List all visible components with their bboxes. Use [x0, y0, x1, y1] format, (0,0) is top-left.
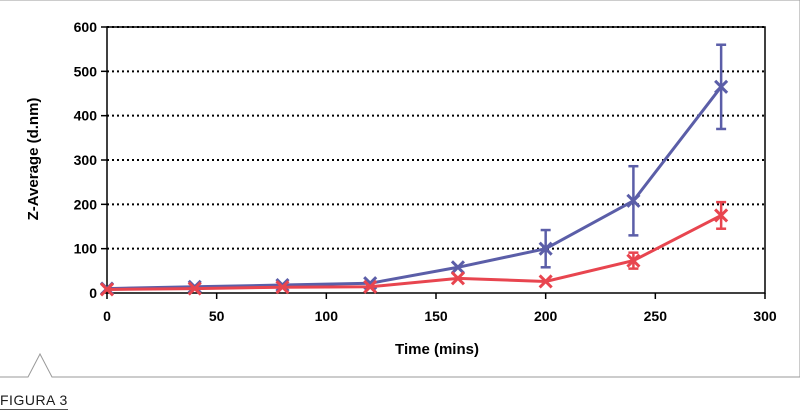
marker-stroke [363, 279, 378, 294]
marker-stroke [714, 79, 729, 94]
marker-stroke [450, 271, 465, 286]
y-tick-label: 100 [74, 241, 98, 257]
x-tick-label: 100 [315, 308, 339, 324]
x-tick-label: 200 [534, 308, 558, 324]
y-tick-label: 600 [74, 19, 98, 35]
tick-labels: 0 100 200 300 400 500 600 0 50 100 150 200 250 300 [74, 19, 777, 324]
frame-border [0, 0, 800, 378]
y-tick-label: 200 [74, 196, 98, 212]
grid-lines [107, 26, 765, 250]
marker-stroke [450, 260, 465, 275]
marker-stroke [626, 253, 641, 268]
data-point [450, 260, 465, 275]
series-line [106, 85, 723, 291]
data-point [714, 208, 729, 223]
marker-stroke [538, 274, 553, 289]
marker-stroke [626, 193, 641, 208]
data-point [626, 253, 641, 268]
data-point [187, 281, 202, 296]
marker-stroke [538, 241, 553, 256]
data-point [99, 282, 115, 297]
y-tick-label: 500 [74, 63, 98, 79]
data-point [363, 279, 378, 294]
data-point [626, 193, 641, 208]
y-axis-label: Z-Average (d.nm) [25, 98, 42, 221]
marker-stroke [275, 280, 290, 295]
series-line [106, 214, 722, 291]
x-axis-label: Time (mins) [395, 341, 479, 358]
y-tick-label: 400 [74, 108, 98, 124]
y-tick-label: 300 [74, 152, 98, 168]
marker-stroke [275, 277, 290, 293]
data-point [538, 274, 553, 289]
marker-stroke [714, 208, 729, 223]
x-tick-label: 0 [103, 308, 111, 324]
data-point [275, 277, 290, 293]
data-point [450, 271, 465, 286]
marker-stroke [187, 281, 202, 296]
series-2 [99, 200, 729, 297]
data-point [714, 79, 729, 94]
data-point [538, 241, 553, 256]
data-point [275, 280, 290, 295]
marker-stroke [99, 282, 115, 297]
figure-caption: FIGURA 3 [0, 392, 68, 408]
x-tick-label: 300 [753, 308, 777, 324]
axes [101, 26, 766, 299]
x-tick-label: 150 [424, 308, 448, 324]
y-tick-label: 0 [89, 285, 97, 301]
x-tick-label: 50 [209, 308, 225, 324]
x-tick-label: 250 [644, 308, 668, 324]
series-layer [99, 43, 729, 297]
caption-underline [0, 409, 68, 410]
